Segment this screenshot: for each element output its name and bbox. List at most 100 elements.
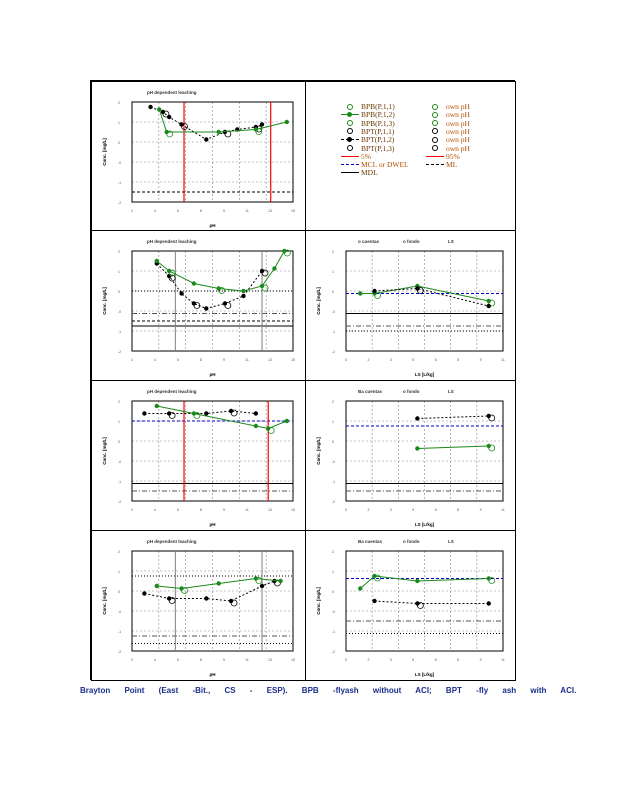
- chart-title: pH dependent leaching: [147, 90, 197, 95]
- chart-title: pH dependent leaching: [147, 239, 197, 244]
- y-tick-label: -1: [332, 330, 335, 334]
- legend-label: own pH: [446, 135, 470, 145]
- data-point-BPB: [253, 423, 259, 429]
- data-point-BPB: [179, 586, 184, 591]
- y-tick-label: -2: [118, 201, 121, 205]
- data-point-BPT: [372, 598, 377, 604]
- x-tick-label: 0: [345, 508, 347, 512]
- y-tick-label: 2: [118, 250, 120, 254]
- legend-label: BPB(P,1,1): [361, 102, 395, 111]
- plot-frame: [345, 400, 504, 502]
- data-point-open-BPT: [230, 409, 238, 417]
- y-tick-label: -2: [118, 650, 121, 654]
- y-tick-label: 1: [118, 121, 120, 125]
- chart-ph-1: pH dependent leaching 2 4 6 8 9 11 13 15 -2 -1 -0 0 1…: [91, 81, 306, 231]
- legend-item: own pH: [426, 102, 470, 111]
- legend-item: BPT(P,1,2): [341, 135, 394, 144]
- chart-svg: pH dependent leaching 2 4 6 8 9 11 13 15 -2 -1 -0 0 1…: [102, 539, 295, 677]
- open-circle-marker-icon: [426, 136, 444, 144]
- y-tick-label: -2: [332, 650, 335, 654]
- data-point-BPT: [204, 306, 209, 311]
- y-tick-label: -0: [332, 610, 335, 614]
- x-tick-label: 15: [291, 508, 295, 512]
- x-tick-label: 8: [200, 508, 202, 512]
- data-point-BPT: [259, 122, 265, 127]
- data-point-BPB: [154, 258, 159, 264]
- x-tick-label: 2: [367, 658, 369, 662]
- legend-item: BPB(P,1,1): [341, 102, 395, 111]
- data-point-BPB: [191, 411, 197, 416]
- data-point-open-BPB: [261, 284, 269, 292]
- figure-caption: Brayton Point (East -Bit., CS - ESP). BP…: [80, 686, 577, 695]
- y-tick-label: 0: [332, 440, 334, 444]
- data-point-BPB: [259, 283, 265, 289]
- x-tick-label: 6: [435, 658, 437, 662]
- y-tick-label: -0: [332, 310, 335, 314]
- line-marker-icon: [341, 136, 359, 144]
- x-tick-label: 9: [480, 658, 482, 662]
- x-tick-label: 9: [223, 508, 225, 512]
- x-tick-label: 4: [154, 658, 156, 662]
- legend-label: BPB(P,1,2): [361, 110, 395, 120]
- x-tick-label: 9: [480, 358, 482, 362]
- data-point-BPT: [259, 583, 265, 589]
- data-point-BPB: [415, 446, 420, 451]
- x-tick-label: 11: [245, 508, 249, 512]
- line-style-icon: [341, 161, 359, 169]
- x-tick-label: 13: [268, 508, 272, 512]
- data-point-BPT: [166, 411, 172, 416]
- legend-item: BPB(P,1,3): [341, 119, 395, 128]
- chart-header-label: o fondo: [403, 239, 420, 244]
- data-point-open-BPT: [261, 269, 269, 277]
- data-point-BPT: [204, 137, 209, 142]
- legend-item: own pH: [426, 135, 470, 144]
- legend-item: ML: [426, 160, 457, 169]
- data-point-BPT: [142, 591, 147, 596]
- series-line-BPB: [359, 575, 489, 589]
- legend-item: own pH: [426, 110, 470, 119]
- chart-svg: pH dependent leaching 2 4 6 8 9 11 13 15 -2 -1 -0 0 1…: [102, 90, 295, 228]
- data-point-BPT: [191, 301, 197, 306]
- x-tick-label: 6: [177, 209, 179, 213]
- x-tick-label: 2: [367, 508, 369, 512]
- data-point-BPB: [486, 443, 491, 449]
- x-tick-label: 6: [177, 658, 179, 662]
- open-circle-marker-icon: [426, 103, 444, 111]
- line-style-icon: [341, 152, 359, 160]
- open-circle-marker-icon: [341, 119, 359, 127]
- y-tick-label: -1: [118, 630, 121, 634]
- data-point-BPT: [148, 104, 153, 110]
- data-point-open-BPB: [488, 299, 496, 307]
- y-tick-label: 0: [118, 290, 120, 294]
- x-axis-label: LS [L/kg]: [415, 372, 435, 377]
- y-axis-label: Conc. [mg/L]: [102, 437, 107, 465]
- plot-frame: [131, 250, 294, 352]
- legend-label: own pH: [446, 110, 470, 120]
- y-tick-label: 0: [118, 590, 120, 594]
- data-point-BPT: [228, 408, 234, 414]
- x-tick-label: 5: [412, 658, 414, 662]
- line-style-icon: [426, 161, 444, 169]
- series-line-BPB: [156, 405, 287, 430]
- y-tick-label: 1: [332, 570, 334, 574]
- chart-header-label: Ba cuentas: [358, 389, 383, 394]
- legend-item: BPB(P,1,2): [341, 110, 395, 119]
- y-tick-label: -0: [118, 610, 121, 614]
- data-point-BPB: [415, 578, 420, 584]
- legend-label: own pH: [446, 102, 470, 111]
- y-tick-label: 2: [332, 400, 334, 404]
- x-tick-label: 0: [345, 658, 347, 662]
- y-tick-label: -1: [332, 630, 335, 634]
- open-circle-marker-icon: [341, 127, 359, 135]
- y-tick-label: -1: [118, 480, 121, 484]
- chart-ph-4: pH dependent leaching 2 4 6 8 9 11 13 15 -2 -1 -0 0 1…: [91, 530, 306, 681]
- legend-label: own pH: [446, 126, 470, 136]
- open-circle-marker-icon: [426, 144, 444, 152]
- x-axis-label: pH: [210, 223, 216, 228]
- x-tick-label: 11: [245, 209, 249, 213]
- data-point-BPB: [284, 119, 290, 125]
- data-point-BPB: [486, 298, 491, 304]
- data-point-open-BPT: [168, 274, 176, 282]
- data-point-open-BPB: [193, 412, 201, 419]
- x-tick-label: 5: [412, 358, 414, 362]
